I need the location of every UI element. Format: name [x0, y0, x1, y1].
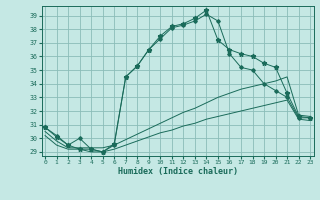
X-axis label: Humidex (Indice chaleur): Humidex (Indice chaleur): [118, 167, 237, 176]
